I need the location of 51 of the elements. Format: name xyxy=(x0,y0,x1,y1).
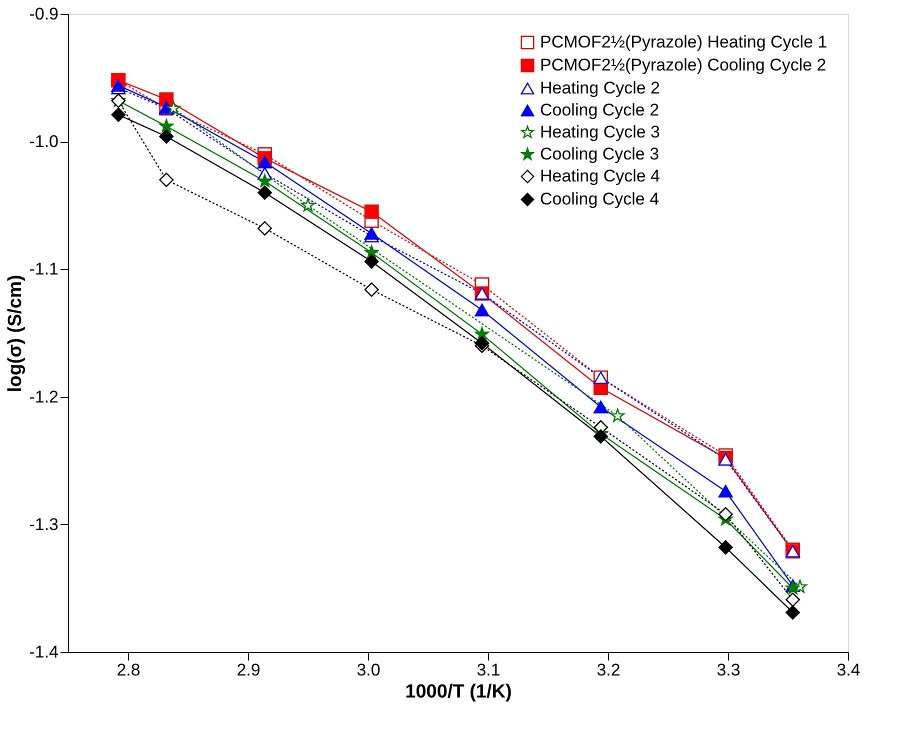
x-tick-label: 3.1 xyxy=(476,660,500,680)
point xyxy=(159,129,174,144)
point xyxy=(111,79,126,92)
point xyxy=(166,101,180,114)
point xyxy=(610,408,624,422)
legend-label: Heating Cycle 4 xyxy=(540,166,660,186)
y-axis-title: log(σ) (S/cm) xyxy=(5,274,26,392)
point xyxy=(474,304,490,316)
point xyxy=(258,186,272,200)
point xyxy=(718,484,733,498)
point xyxy=(258,174,272,188)
legend-label: Cooling Cycle 2 xyxy=(540,100,660,120)
point xyxy=(301,198,315,212)
y-tick-label: -1.0 xyxy=(29,132,58,152)
point xyxy=(594,400,608,414)
legend-label: Heating Cycle 2 xyxy=(540,78,660,98)
point xyxy=(258,221,272,236)
x-axis-title: 1000/T (1/K) xyxy=(405,682,512,702)
x-tick-label: 3.4 xyxy=(836,660,860,680)
y-tick-label: -1.2 xyxy=(29,387,58,406)
point xyxy=(786,581,800,594)
point xyxy=(364,254,379,269)
point xyxy=(258,156,272,168)
legend-label: Heating Cycle 3 xyxy=(540,122,660,142)
point xyxy=(364,245,378,258)
point xyxy=(159,172,174,187)
y-tick-label: -1.3 xyxy=(29,514,58,534)
x-tick-label: 2.8 xyxy=(116,660,140,680)
point xyxy=(594,429,608,444)
point xyxy=(474,336,490,350)
legend-label: Cooling Cycle 3 xyxy=(540,144,660,164)
point xyxy=(786,605,800,620)
x-tick-label: 3.0 xyxy=(356,660,380,680)
point xyxy=(111,108,126,122)
y-tick-label: -0.9 xyxy=(29,4,58,24)
point xyxy=(718,540,733,554)
y-tick-label: -1.1 xyxy=(29,260,58,279)
legend-label: Cooling Cycle 4 xyxy=(540,190,660,208)
y-tick-label: -1.4 xyxy=(29,642,58,662)
point xyxy=(364,227,379,240)
point xyxy=(475,327,489,340)
point xyxy=(786,592,800,607)
legend-label: PCMOF2½(Pyrazole) Heating Cycle 1 xyxy=(540,32,828,52)
point xyxy=(718,507,733,522)
point xyxy=(160,119,174,132)
legend-label: PCMOF2½(Pyrazole) Cooling Cycle 2 xyxy=(540,56,826,74)
x-tick-label: 3.3 xyxy=(716,660,740,680)
x-tick-label: 2.9 xyxy=(236,660,260,680)
point xyxy=(364,282,379,297)
point xyxy=(364,204,379,219)
x-tick-label: 3.2 xyxy=(596,660,620,680)
